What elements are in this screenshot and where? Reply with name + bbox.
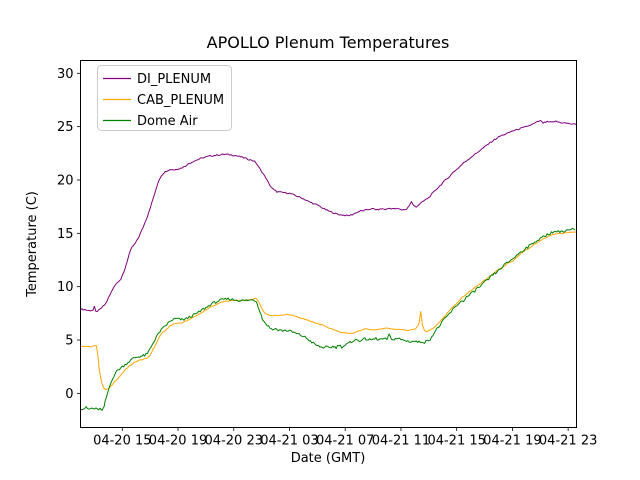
x-tick-label: 04-20 19 bbox=[149, 434, 207, 449]
y-tick-label: 10 bbox=[57, 280, 74, 295]
x-tick-label: 04-21 07 bbox=[316, 434, 374, 449]
series-line-cab-plenum bbox=[80, 231, 577, 391]
legend: DI_PLENUM CAB_PLENUM Dome Air bbox=[97, 65, 232, 131]
x-tick-label: 04-21 03 bbox=[260, 434, 318, 449]
y-tick-label: 0 bbox=[65, 387, 73, 402]
x-axis-label: Date (GMT) bbox=[291, 451, 366, 466]
axes-frame bbox=[80, 60, 577, 428]
legend-box bbox=[97, 65, 232, 131]
legend-label-dome-air: Dome Air bbox=[137, 114, 198, 129]
x-tick-label: 04-20 23 bbox=[205, 434, 263, 449]
x-tick-label: 04-21 19 bbox=[483, 434, 541, 449]
y-tick-label: 30 bbox=[57, 67, 74, 82]
series-line-di-plenum bbox=[80, 119, 577, 313]
x-tick-label: 04-21 15 bbox=[427, 434, 485, 449]
y-tick-label: 15 bbox=[57, 227, 74, 242]
x-tick-label: 04-20 15 bbox=[93, 434, 151, 449]
legend-label-cab-plenum: CAB_PLENUM bbox=[137, 93, 224, 108]
y-tick-label: 5 bbox=[65, 334, 73, 349]
x-tick-label: 04-21 23 bbox=[539, 434, 597, 449]
y-axis-label: Temperature (C) bbox=[25, 191, 40, 298]
legend-label-di-plenum: DI_PLENUM bbox=[137, 72, 211, 87]
y-tick-label: 25 bbox=[57, 120, 74, 135]
x-tick-label: 04-21 11 bbox=[372, 434, 430, 449]
y-tick-label: 20 bbox=[57, 173, 74, 188]
chart-title: APOLLO Plenum Temperatures bbox=[207, 33, 450, 52]
series-line-dome-air bbox=[80, 227, 576, 411]
